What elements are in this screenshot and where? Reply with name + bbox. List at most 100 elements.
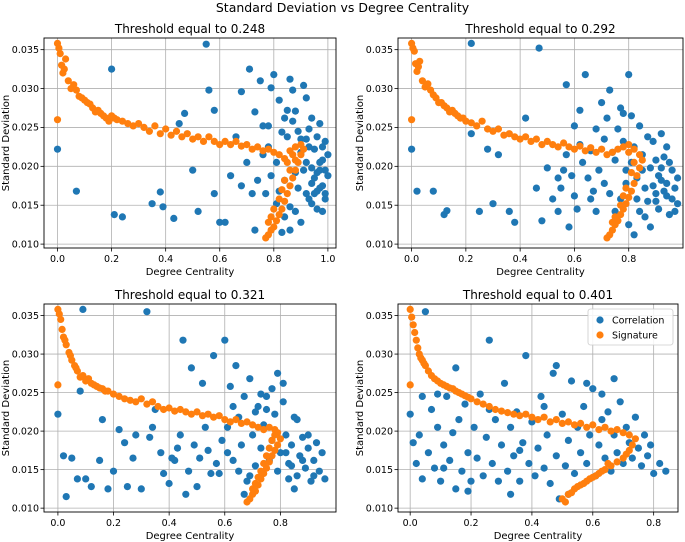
correlation-point bbox=[505, 207, 513, 215]
legend-box bbox=[587, 308, 674, 346]
signature-point bbox=[448, 106, 456, 114]
signature-point bbox=[264, 145, 272, 153]
signature-point bbox=[72, 86, 80, 94]
correlation-point bbox=[668, 166, 676, 174]
correlation-point bbox=[291, 207, 299, 215]
signature-point bbox=[543, 137, 551, 145]
correlation-point bbox=[601, 454, 609, 462]
subplot-title: Threshold equal to 0.292 bbox=[464, 22, 615, 36]
correlation-point bbox=[598, 416, 606, 424]
correlation-point bbox=[671, 207, 679, 215]
signature-point bbox=[143, 400, 151, 408]
signature-point bbox=[300, 145, 308, 153]
signature-point bbox=[595, 426, 603, 434]
signature-point bbox=[254, 423, 262, 431]
signature-point bbox=[619, 143, 627, 151]
correlation-point bbox=[251, 226, 259, 234]
signature-point bbox=[416, 57, 424, 65]
signature-point bbox=[516, 135, 524, 143]
correlation-point bbox=[565, 223, 573, 231]
signature-point bbox=[226, 418, 234, 426]
signature-point bbox=[497, 407, 506, 415]
signature-point bbox=[199, 137, 208, 145]
figure-suptitle: Standard Deviation vs Degree Centrality bbox=[215, 0, 470, 15]
correlation-point bbox=[79, 305, 87, 313]
signature-point bbox=[437, 99, 445, 107]
correlation-point bbox=[143, 308, 151, 316]
signature-point bbox=[638, 156, 646, 164]
correlation-point bbox=[132, 431, 140, 439]
x-tick-label: 0.8 bbox=[273, 518, 288, 529]
x-tick-label: 0.0 bbox=[403, 518, 418, 529]
correlation-point bbox=[175, 120, 183, 128]
subplot-3: 0.0 0.2 0.4 0.6 0.8 0.010 0.015 0.020 0.025 0.030… bbox=[1, 288, 337, 542]
signature-point bbox=[243, 141, 251, 149]
signature-point bbox=[291, 156, 299, 164]
correlation-point bbox=[671, 184, 679, 192]
correlation-point bbox=[229, 456, 237, 464]
signature-point bbox=[94, 106, 102, 114]
y-tick-label: 0.015 bbox=[366, 465, 393, 476]
correlation-point bbox=[610, 375, 618, 383]
correlation-point bbox=[619, 109, 627, 117]
signature-point bbox=[227, 141, 235, 149]
correlation-point bbox=[104, 485, 112, 493]
correlation-point bbox=[631, 413, 640, 421]
correlation-point bbox=[616, 398, 624, 406]
correlation-point bbox=[294, 127, 302, 135]
correlation-point bbox=[467, 130, 475, 138]
signature-point bbox=[570, 421, 579, 429]
signature-point bbox=[210, 413, 218, 421]
signature-point bbox=[636, 164, 644, 172]
signature-point bbox=[115, 392, 123, 400]
correlation-point bbox=[500, 379, 509, 387]
correlation-point bbox=[537, 392, 545, 400]
axes-frame bbox=[397, 37, 684, 249]
signature-point bbox=[633, 172, 641, 180]
correlation-point bbox=[614, 125, 622, 133]
signature-point bbox=[167, 131, 175, 139]
correlation-point bbox=[647, 441, 655, 449]
correlation-point bbox=[674, 200, 682, 208]
signature-point bbox=[151, 122, 159, 130]
y-axis-label: Standard Deviation bbox=[1, 360, 12, 457]
x-tick-label: 1.0 bbox=[320, 254, 335, 265]
correlation-point bbox=[627, 112, 636, 120]
signature-point bbox=[459, 114, 467, 122]
correlation-point bbox=[318, 449, 326, 457]
correlation-point bbox=[237, 182, 245, 190]
signature-point bbox=[270, 148, 278, 156]
x-tick-label: 0.6 bbox=[585, 518, 600, 529]
correlation-point bbox=[452, 364, 460, 372]
correlation-point bbox=[573, 205, 581, 213]
correlation-point bbox=[408, 145, 416, 153]
correlation-point bbox=[504, 467, 512, 475]
correlation-point bbox=[268, 385, 276, 393]
signature-point bbox=[178, 133, 186, 141]
correlation-point bbox=[262, 405, 271, 414]
signature-point bbox=[574, 483, 582, 491]
subplot-1: 0.0 0.2 0.4 0.6 0.8 1.0 0.010 0.015 0.020 0.025 0.… bbox=[1, 22, 337, 278]
correlation-point bbox=[297, 218, 305, 226]
correlation-point bbox=[221, 218, 229, 226]
signature-point bbox=[406, 381, 414, 389]
correlation-point bbox=[240, 490, 248, 498]
correlation-point bbox=[221, 336, 229, 344]
correlation-point bbox=[576, 106, 584, 114]
correlation-point bbox=[223, 449, 232, 457]
signature-point bbox=[586, 475, 594, 483]
signature-point bbox=[275, 211, 283, 219]
correlation-point bbox=[276, 449, 284, 457]
correlation-point bbox=[458, 467, 466, 475]
signature-point bbox=[205, 133, 213, 141]
correlation-point bbox=[519, 439, 527, 447]
correlation-point bbox=[538, 217, 546, 225]
correlation-point bbox=[570, 469, 579, 478]
correlation-point bbox=[650, 469, 658, 478]
correlation-point bbox=[665, 158, 674, 166]
correlation-point bbox=[232, 362, 240, 370]
correlation-point bbox=[663, 179, 671, 187]
correlation-point bbox=[429, 187, 437, 195]
correlation-point bbox=[491, 416, 499, 424]
correlation-point bbox=[324, 151, 332, 159]
